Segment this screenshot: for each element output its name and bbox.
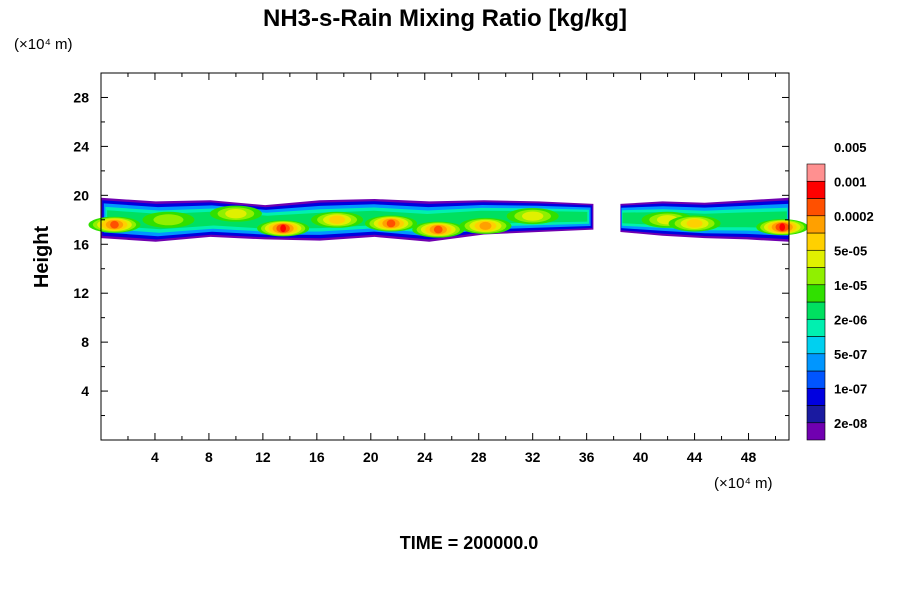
x-tick-label: 12 xyxy=(255,449,271,465)
cloud-hotspot xyxy=(479,221,492,230)
y-tick-label: 12 xyxy=(73,285,89,301)
colorbar-swatch xyxy=(806,284,826,303)
colorbar-label: 5e-07 xyxy=(834,347,867,362)
colorbar-label: 0.001 xyxy=(834,174,867,189)
cloud-hotspot xyxy=(664,216,671,223)
y-tick-label: 8 xyxy=(81,334,89,350)
cloud-hotspot xyxy=(280,224,286,233)
cloud-hotspot xyxy=(386,219,396,228)
colorbar: 2e-08 1e-07 5e-07 2e-06 1e-05 5e-05 0.0002 0.00… xyxy=(806,140,874,441)
colorbar-label: 5e-05 xyxy=(834,243,867,258)
x-tick-label: 44 xyxy=(687,449,703,465)
cloud-hotspot xyxy=(110,220,119,229)
colorbar-swatch xyxy=(806,422,826,441)
cloud-hotspot xyxy=(433,225,443,234)
y-tick-label: 28 xyxy=(73,89,89,105)
time-label: TIME = 200000.0 xyxy=(400,533,539,553)
colorbar-swatch xyxy=(806,405,826,424)
colorbar-swatch xyxy=(806,198,826,217)
x-tick-label: 8 xyxy=(205,449,213,465)
colorbar-swatch xyxy=(806,301,826,320)
x-tick-label: 32 xyxy=(525,449,541,465)
x-tick-label: 16 xyxy=(309,449,325,465)
x-axis-ticks: 4 8 12 16 20 24 28 32 36 40 44 48 xyxy=(127,73,777,465)
x-tick-label: 36 xyxy=(579,449,595,465)
colorbar-swatch xyxy=(806,370,826,389)
x-tick-label: 48 xyxy=(741,449,757,465)
colorbar-swatch xyxy=(806,163,826,182)
cloud-hotspot xyxy=(686,219,703,228)
cloud-hotspot xyxy=(232,210,239,217)
chart-title: NH3-s-Rain Mixing Ratio [kg/kg] xyxy=(263,5,627,32)
colorbar-swatch xyxy=(806,180,826,199)
cloud-hotspot xyxy=(779,223,786,231)
plot-frame xyxy=(100,72,790,441)
colorbar-swatch xyxy=(806,215,826,234)
colorbar-label: 0.0002 xyxy=(834,209,874,224)
cloud-hotspot xyxy=(164,216,173,223)
colorbar-swatch xyxy=(806,267,826,286)
cloud-hotspot xyxy=(529,213,536,220)
colorbar-label: 2e-08 xyxy=(834,416,867,431)
colorbar-swatch xyxy=(806,318,826,337)
y-tick-label: 16 xyxy=(73,236,89,252)
colorbar-swatch xyxy=(806,353,826,372)
colorbar-swatch xyxy=(806,232,826,251)
y-tick-label: 24 xyxy=(73,138,89,154)
y-tick-label: 4 xyxy=(81,383,89,399)
colorbar-label: 2e-06 xyxy=(834,312,867,327)
x-tick-label: 40 xyxy=(633,449,649,465)
colorbar-swatch xyxy=(806,387,826,406)
x-tick-label: 28 xyxy=(471,449,487,465)
colorbar-swatch xyxy=(806,336,826,355)
y-tick-label: 20 xyxy=(73,187,89,203)
cloud-hotspot xyxy=(329,215,346,225)
colorbar-label: 1e-05 xyxy=(834,278,867,293)
y-axis-ticks: 4 8 12 16 20 24 28 xyxy=(73,89,789,417)
colorbar-swatch xyxy=(806,249,826,268)
y-axis-unit: (×10⁴ m) xyxy=(14,36,73,53)
colorbar-label: 1e-07 xyxy=(834,381,867,396)
y-axis-label: Height xyxy=(31,226,53,289)
colorbar-label: 0.005 xyxy=(834,140,867,155)
x-tick-label: 4 xyxy=(151,449,159,465)
x-tick-label: 24 xyxy=(417,449,433,465)
x-tick-label: 20 xyxy=(363,449,379,465)
x-axis-unit: (×10⁴ m) xyxy=(714,475,773,492)
plot-area xyxy=(88,197,809,242)
